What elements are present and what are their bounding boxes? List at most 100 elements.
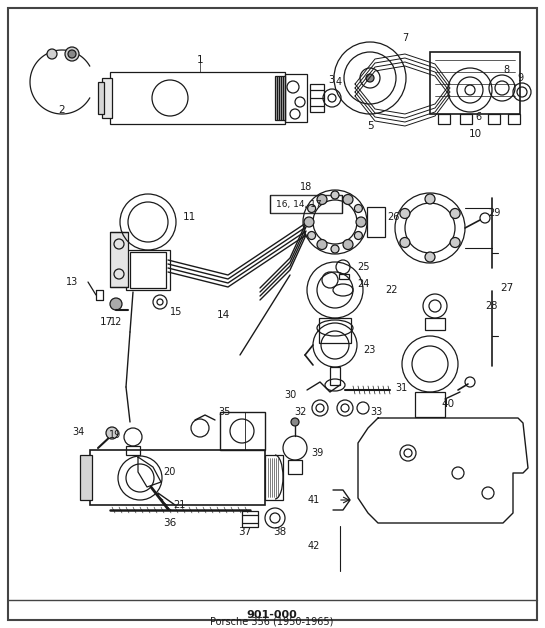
Text: 30: 30: [284, 390, 297, 400]
Bar: [310, 84, 324, 112]
Text: 2: 2: [59, 105, 65, 115]
Text: 1: 1: [197, 55, 203, 65]
Text: 33: 33: [370, 407, 382, 417]
Text: 38: 38: [274, 527, 287, 537]
Bar: [415, 392, 445, 417]
Text: 9: 9: [517, 73, 523, 83]
Circle shape: [47, 49, 57, 59]
Bar: [330, 367, 340, 385]
Text: 4: 4: [336, 77, 342, 87]
Circle shape: [106, 427, 118, 439]
Bar: [80, 455, 92, 500]
Circle shape: [450, 237, 460, 247]
Circle shape: [304, 217, 314, 227]
Text: 25: 25: [357, 262, 370, 272]
Circle shape: [291, 418, 299, 426]
Circle shape: [307, 232, 316, 239]
Text: 20: 20: [163, 467, 175, 477]
Text: 901-000: 901-000: [247, 610, 298, 620]
Circle shape: [331, 191, 339, 199]
Bar: [460, 114, 472, 124]
Bar: [508, 114, 520, 124]
Circle shape: [110, 298, 122, 310]
Text: 34: 34: [72, 427, 85, 437]
Text: 8: 8: [503, 65, 509, 75]
Bar: [270, 195, 342, 213]
Circle shape: [450, 208, 460, 219]
Bar: [367, 207, 385, 237]
Bar: [265, 455, 283, 500]
Text: 41: 41: [308, 495, 320, 505]
Text: 40: 40: [441, 399, 455, 409]
Bar: [90, 450, 265, 505]
Bar: [102, 78, 112, 118]
Bar: [279, 76, 281, 120]
Circle shape: [356, 217, 366, 227]
Bar: [126, 250, 170, 290]
Text: 10: 10: [469, 129, 482, 139]
Bar: [220, 412, 265, 450]
Text: 29: 29: [488, 208, 500, 218]
Text: Porsche 356 (1950-1965): Porsche 356 (1950-1965): [210, 617, 334, 627]
Bar: [288, 460, 302, 474]
Bar: [110, 232, 128, 287]
Bar: [98, 82, 104, 114]
Circle shape: [343, 195, 353, 205]
Circle shape: [343, 239, 353, 249]
Bar: [275, 76, 277, 120]
Circle shape: [400, 237, 410, 247]
Text: 39: 39: [311, 448, 323, 458]
Circle shape: [307, 205, 316, 212]
Text: 22: 22: [385, 285, 397, 295]
Text: 7: 7: [402, 33, 408, 43]
Text: 13: 13: [66, 277, 78, 287]
Bar: [430, 52, 520, 114]
Text: 6: 6: [475, 112, 481, 122]
Text: 28: 28: [485, 301, 498, 311]
Text: 11: 11: [183, 212, 196, 222]
Bar: [438, 114, 450, 124]
Text: 17: 17: [100, 317, 113, 327]
Bar: [130, 252, 166, 288]
Circle shape: [400, 208, 410, 219]
Bar: [488, 114, 500, 124]
Bar: [283, 76, 285, 120]
Text: 35: 35: [218, 407, 231, 417]
Circle shape: [317, 239, 327, 249]
Circle shape: [425, 252, 435, 262]
Bar: [126, 446, 140, 455]
Text: 21: 21: [173, 500, 185, 510]
Bar: [281, 76, 283, 120]
Text: 24: 24: [357, 279, 370, 289]
Bar: [339, 274, 349, 279]
Bar: [110, 72, 285, 124]
Text: 16, 14, 17: 16, 14, 17: [276, 200, 322, 208]
Text: 15: 15: [170, 307, 183, 317]
Circle shape: [331, 245, 339, 253]
Text: 42: 42: [307, 541, 320, 551]
Bar: [319, 318, 351, 343]
Text: 5: 5: [367, 121, 373, 131]
Circle shape: [317, 195, 327, 205]
Text: 23: 23: [363, 345, 376, 355]
Text: 14: 14: [217, 310, 230, 320]
Text: 37: 37: [238, 527, 252, 537]
Circle shape: [354, 232, 362, 239]
Circle shape: [68, 50, 76, 58]
Text: 19: 19: [109, 430, 121, 440]
Circle shape: [65, 47, 79, 61]
Text: 27: 27: [500, 283, 513, 293]
Circle shape: [366, 74, 374, 82]
Text: 32: 32: [295, 407, 307, 417]
Text: 36: 36: [164, 518, 177, 528]
Circle shape: [354, 205, 362, 212]
Text: 12: 12: [110, 317, 122, 327]
Bar: [285, 74, 307, 122]
Text: 18: 18: [300, 182, 312, 192]
Text: 3: 3: [328, 75, 334, 85]
Bar: [425, 318, 445, 330]
Bar: [277, 76, 279, 120]
Circle shape: [425, 194, 435, 204]
Text: 31: 31: [395, 383, 407, 393]
Text: 26: 26: [387, 212, 399, 222]
